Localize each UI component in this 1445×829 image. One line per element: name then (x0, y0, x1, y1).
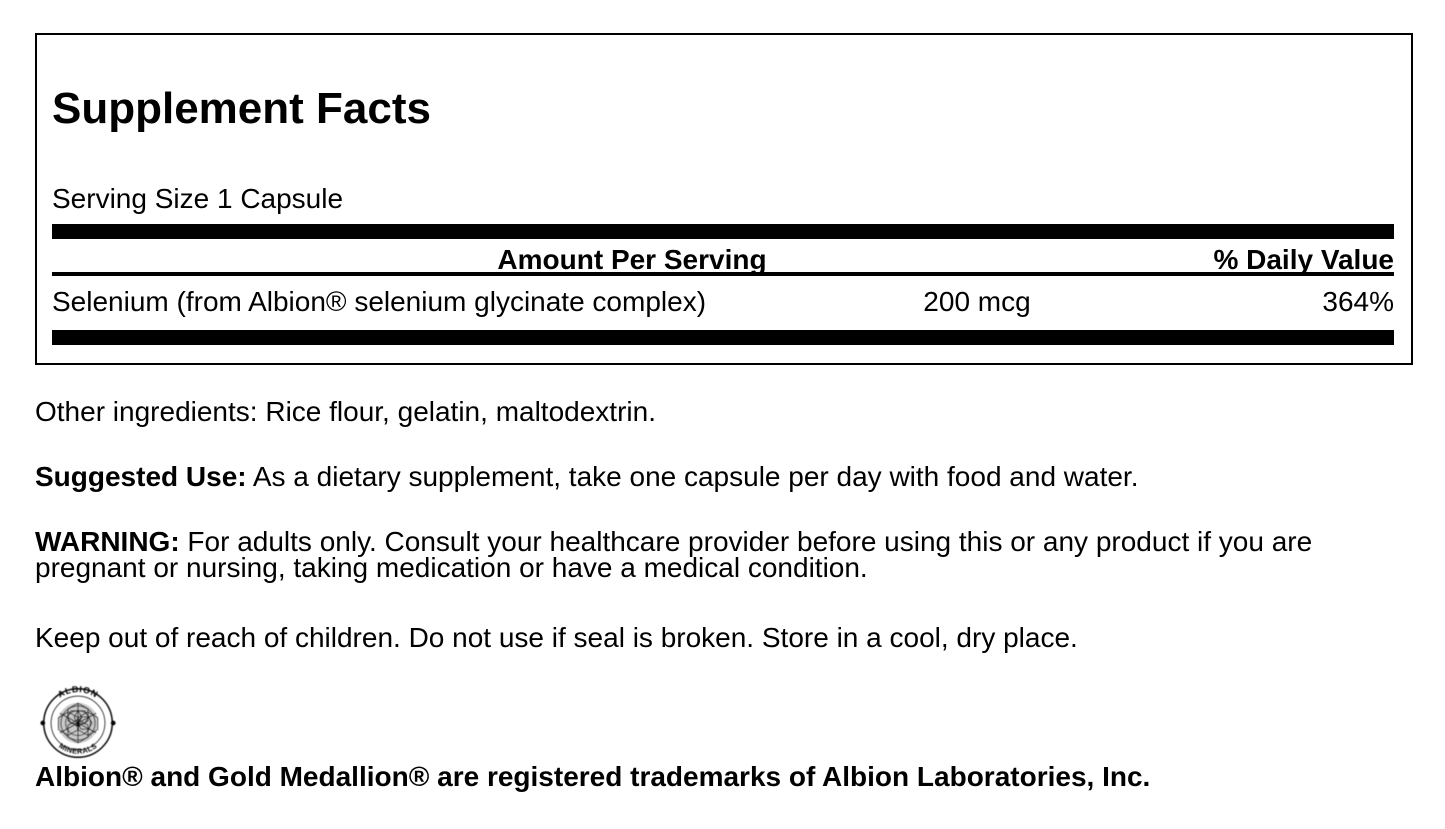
svg-text:ALBION: ALBION (56, 684, 100, 700)
svg-text:A: A (76, 722, 81, 729)
